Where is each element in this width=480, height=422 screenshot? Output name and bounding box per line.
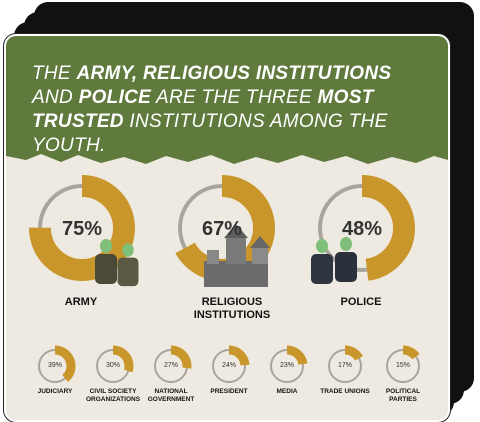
infographic-card: THE ARMY, RELIGIOUS INSTITUTIONS AND POL… — [4, 34, 450, 422]
police-percent: 48% — [341, 218, 383, 240]
cso-label: CIVIL SOCIETY ORGANIZATIONS — [86, 388, 141, 403]
police-figure-2 — [335, 237, 357, 282]
donut-1 — [29, 175, 135, 281]
donut-1-arc — [29, 175, 135, 281]
police-label: POLICE — [340, 296, 382, 308]
soldier-figure-2 — [117, 243, 139, 287]
small-donut-2-arc — [92, 345, 134, 387]
small-donut-1-arc — [34, 345, 76, 387]
small-donut-6-arc — [324, 345, 366, 387]
judiciary-label: JUDICIARY — [37, 388, 73, 395]
trade-unions-percent: 17% — [337, 362, 352, 369]
political-parties-label: POLITICAL PARTIES — [385, 388, 421, 403]
small-donut-7-arc — [382, 345, 424, 387]
small-donut-6 — [324, 345, 366, 387]
trade-unions-label: TRADE UNIONS — [320, 388, 370, 395]
donut-3 — [309, 175, 415, 281]
president-label: PRESIDENT — [210, 388, 248, 395]
donut-3-arc — [309, 175, 415, 281]
religious-percent: 67% — [201, 218, 243, 240]
torn-paper-edge — [6, 154, 448, 176]
small-donut-2 — [92, 345, 134, 387]
judiciary-percent: 39% — [47, 362, 62, 369]
small-donut-1 — [34, 345, 76, 387]
religious-label: RELIGIOUS INSTITUTIONS — [193, 296, 271, 321]
church-illustration — [204, 224, 270, 287]
police-figure-1 — [311, 239, 333, 284]
small-donut-7 — [382, 345, 424, 387]
army-label: ARMY — [64, 296, 98, 308]
media-label: MEDIA — [276, 388, 298, 395]
headline-banner — [6, 36, 448, 166]
soldier-figure-1 — [95, 239, 117, 284]
headline-text: THE ARMY, RELIGIOUS INSTITUTIONS AND POL… — [32, 63, 392, 156]
army-percent: 75% — [61, 218, 103, 240]
small-donut-3-arc — [150, 345, 192, 387]
donut-charts — [29, 175, 424, 387]
political-parties-percent: 15% — [395, 362, 410, 369]
media-percent: 23% — [279, 362, 294, 369]
small-donut-5-arc — [266, 345, 308, 387]
president-percent: 24% — [221, 362, 236, 369]
small-donut-4 — [208, 345, 250, 387]
small-donut-3 — [150, 345, 192, 387]
cso-percent: 30% — [105, 362, 120, 369]
small-donut-4-arc — [208, 345, 250, 387]
government-percent: 27% — [163, 362, 178, 369]
small-donut-5 — [266, 345, 308, 387]
government-label: NATIONAL GOVERNMENT — [147, 388, 195, 403]
